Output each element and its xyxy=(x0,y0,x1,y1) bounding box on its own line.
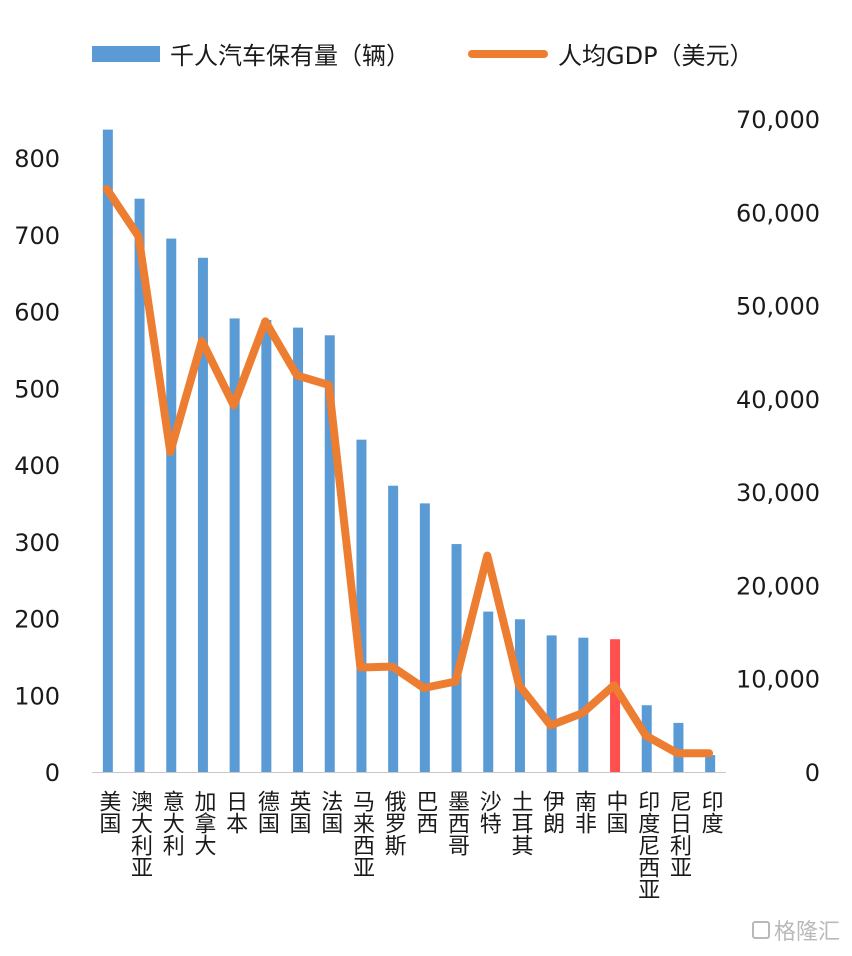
y-right-tick-label: 50,000 xyxy=(736,293,820,321)
x-tick-label: 意大利 xyxy=(159,790,185,856)
bar-19 xyxy=(705,755,715,772)
x-tick-label: 尼日利亚 xyxy=(666,790,692,878)
y-left-tick-label: 800 xyxy=(14,145,60,173)
y-left-tick-label: 700 xyxy=(14,222,60,250)
legend-label-bar: 千人汽车保有量（辆） xyxy=(170,36,410,71)
legend-swatch-bar xyxy=(92,46,160,62)
x-tick-label: 印度 xyxy=(698,790,724,834)
x-tick-label: 日本 xyxy=(222,790,248,834)
y-left-tick-label: 500 xyxy=(14,375,60,403)
y-right-tick-label: 70,000 xyxy=(736,106,820,134)
x-tick-label: 俄罗斯 xyxy=(381,790,407,856)
x-tick-label: 伊朗 xyxy=(539,790,565,834)
y-right-tick-label: 20,000 xyxy=(736,572,820,600)
y-left-tick-label: 100 xyxy=(14,682,60,710)
y-left-tick-label: 600 xyxy=(14,299,60,327)
y-right-tick-label: 0 xyxy=(805,759,820,787)
bar-8 xyxy=(356,440,366,772)
watermark-logo-icon xyxy=(752,921,770,939)
x-tick-label: 土耳其 xyxy=(507,790,533,856)
y-left-tick-label: 0 xyxy=(45,759,60,787)
x-tick-label: 澳大利亚 xyxy=(127,790,153,878)
legend-label-line: 人均GDP（美元） xyxy=(558,36,754,71)
x-tick-label: 沙特 xyxy=(476,790,502,834)
y-right-tick-label: 60,000 xyxy=(736,199,820,227)
y-left-tick-label: 400 xyxy=(14,452,60,480)
x-tick-label: 加拿大 xyxy=(190,790,216,856)
x-tick-label: 中国 xyxy=(603,790,628,834)
watermark-text: 格隆汇 xyxy=(774,914,840,946)
y-right-tick-label: 10,000 xyxy=(736,666,820,694)
bar-3 xyxy=(198,258,208,772)
x-tick-label: 美国 xyxy=(95,790,121,834)
bar-2 xyxy=(166,239,176,772)
bar-5 xyxy=(261,320,271,772)
x-tick-label: 南非 xyxy=(571,790,596,834)
watermark: 格隆汇 xyxy=(752,914,840,946)
y-left-tick-label: 300 xyxy=(14,529,60,557)
x-tick-label: 印度尼西亚 xyxy=(634,790,660,900)
bar-6 xyxy=(293,328,303,772)
bar-0 xyxy=(103,130,113,772)
bar-14 xyxy=(547,635,557,772)
x-tick-label: 法国 xyxy=(317,790,343,834)
legend-swatch-line xyxy=(468,50,548,58)
y-right-tick-label: 30,000 xyxy=(736,479,820,507)
x-tick-label: 巴西 xyxy=(412,790,437,834)
bar-16 xyxy=(610,639,620,772)
chart-legend: 千人汽车保有量（辆） 人均GDP（美元） xyxy=(92,36,812,71)
y-right-tick-label: 40,000 xyxy=(736,386,820,414)
bar-9 xyxy=(388,486,398,772)
y-left-tick-label: 200 xyxy=(14,606,60,634)
x-tick-label: 墨西哥 xyxy=(444,790,469,856)
bar-10 xyxy=(420,503,430,772)
x-tick-label: 英国 xyxy=(286,790,312,834)
x-tick-label: 德国 xyxy=(254,790,280,834)
bar-12 xyxy=(483,612,493,772)
legend-item-line: 人均GDP（美元） xyxy=(468,36,754,71)
legend-item-bar: 千人汽车保有量（辆） xyxy=(92,36,410,71)
x-tick-label: 马来西亚 xyxy=(349,790,375,878)
